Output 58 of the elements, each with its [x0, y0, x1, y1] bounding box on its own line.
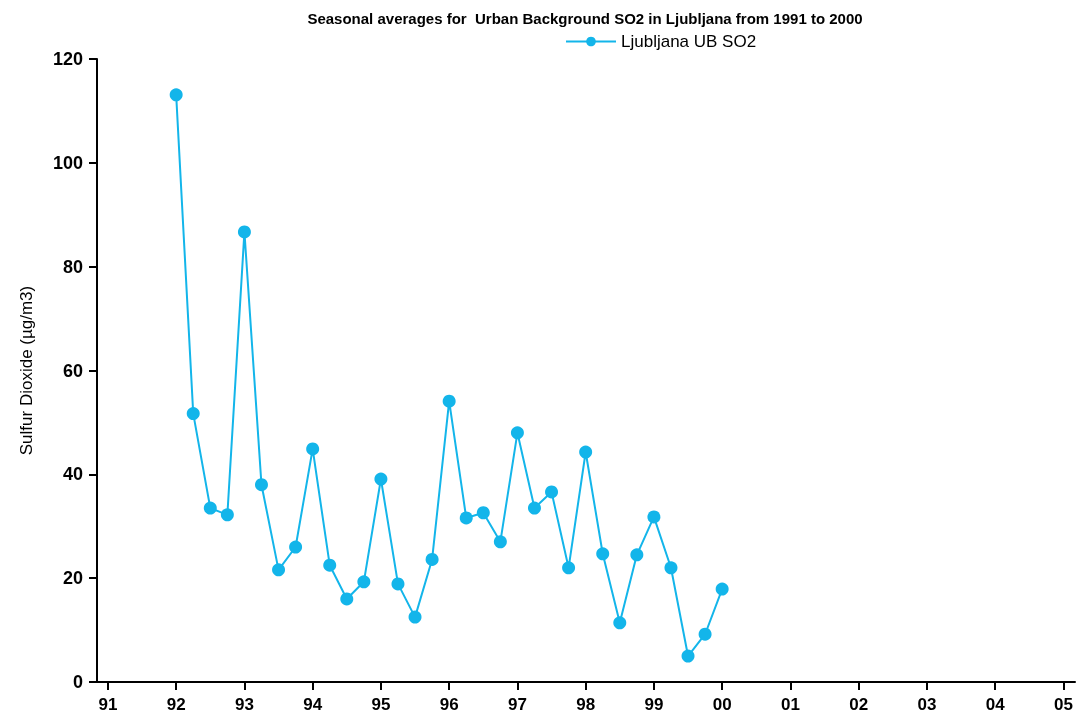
point: [169, 88, 183, 102]
point: [237, 225, 251, 239]
point: [510, 426, 524, 440]
chart-title: Seasonal averages for Urban Background SO2 in Ljubljana from 1991 to 2000: [307, 10, 863, 27]
point: [698, 627, 712, 641]
x-tick-label: 97: [507, 695, 527, 714]
point: [220, 508, 234, 522]
legend-label: Ljubljana UB SO2: [621, 32, 757, 51]
point: [306, 442, 320, 456]
x-tick-label: 91: [98, 695, 118, 714]
point: [186, 407, 200, 421]
y-tick-label: 0: [72, 672, 83, 692]
x-tick-label: 00: [712, 695, 732, 714]
point: [408, 610, 422, 624]
y-tick-label: 120: [52, 49, 83, 69]
point: [647, 510, 661, 524]
point: [323, 558, 337, 572]
point: [357, 575, 371, 589]
x-tick-label: 95: [371, 695, 391, 714]
point: [425, 552, 439, 566]
point: [579, 445, 593, 459]
x-tick-label: 93: [234, 695, 254, 714]
point: [493, 535, 507, 549]
point: [374, 472, 388, 486]
y-tick-label: 80: [62, 256, 83, 277]
point: [681, 649, 695, 663]
point: [459, 511, 473, 525]
x-tick-label: 02: [849, 695, 869, 714]
x-tick-label: 92: [166, 695, 186, 714]
x-tick-label: 99: [644, 695, 664, 714]
x-tick-label: 96: [439, 695, 459, 714]
point: [630, 548, 644, 562]
point: [272, 563, 286, 577]
point: [715, 582, 729, 596]
x-tick-label: 01: [780, 695, 800, 714]
point: [476, 506, 490, 520]
y-tick-label: 100: [52, 152, 83, 173]
point: [340, 592, 354, 606]
y-axis-title: Sulfur Dioxide (µg/m3): [17, 285, 36, 456]
y-tick-label: 20: [62, 568, 83, 589]
point: [562, 561, 576, 575]
y-tick-label: 60: [62, 360, 83, 381]
point: [527, 501, 541, 515]
point: [596, 547, 610, 561]
point: [442, 394, 456, 408]
point: [613, 616, 627, 630]
x-tick-label: 98: [576, 695, 596, 714]
point: [289, 540, 303, 554]
x-tick-label: 03: [917, 695, 937, 714]
point: [664, 561, 678, 575]
x-tick-label: 94: [303, 695, 323, 714]
y-tick-label: 40: [62, 464, 83, 485]
x-tick-label: 04: [985, 695, 1006, 714]
x-tick-label: 05: [1053, 695, 1073, 714]
point: [203, 501, 217, 515]
point: [391, 577, 405, 591]
point: [254, 478, 268, 492]
point: [545, 485, 559, 499]
